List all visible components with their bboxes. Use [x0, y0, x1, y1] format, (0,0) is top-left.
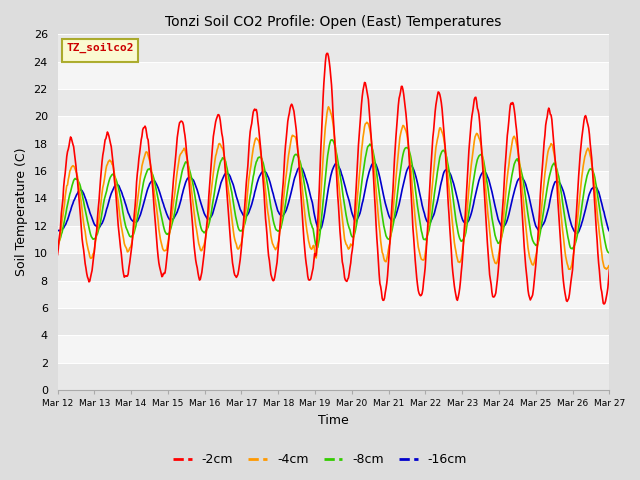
- Bar: [58, 171, 609, 199]
- Bar: [58, 117, 609, 144]
- Bar: [58, 308, 609, 336]
- Bar: [58, 199, 609, 226]
- X-axis label: Time: Time: [318, 414, 349, 427]
- Legend: : [62, 39, 138, 62]
- Bar: [58, 336, 609, 363]
- Bar: [58, 363, 609, 390]
- Y-axis label: Soil Temperature (C): Soil Temperature (C): [15, 148, 28, 276]
- Bar: [58, 35, 609, 62]
- Bar: [58, 144, 609, 171]
- Bar: [58, 253, 609, 281]
- Title: Tonzi Soil CO2 Profile: Open (East) Temperatures: Tonzi Soil CO2 Profile: Open (East) Temp…: [165, 15, 502, 29]
- Bar: [58, 281, 609, 308]
- Bar: [58, 226, 609, 253]
- Bar: [58, 89, 609, 117]
- Bar: [58, 62, 609, 89]
- Legend: -2cm, -4cm, -8cm, -16cm: -2cm, -4cm, -8cm, -16cm: [168, 448, 472, 471]
